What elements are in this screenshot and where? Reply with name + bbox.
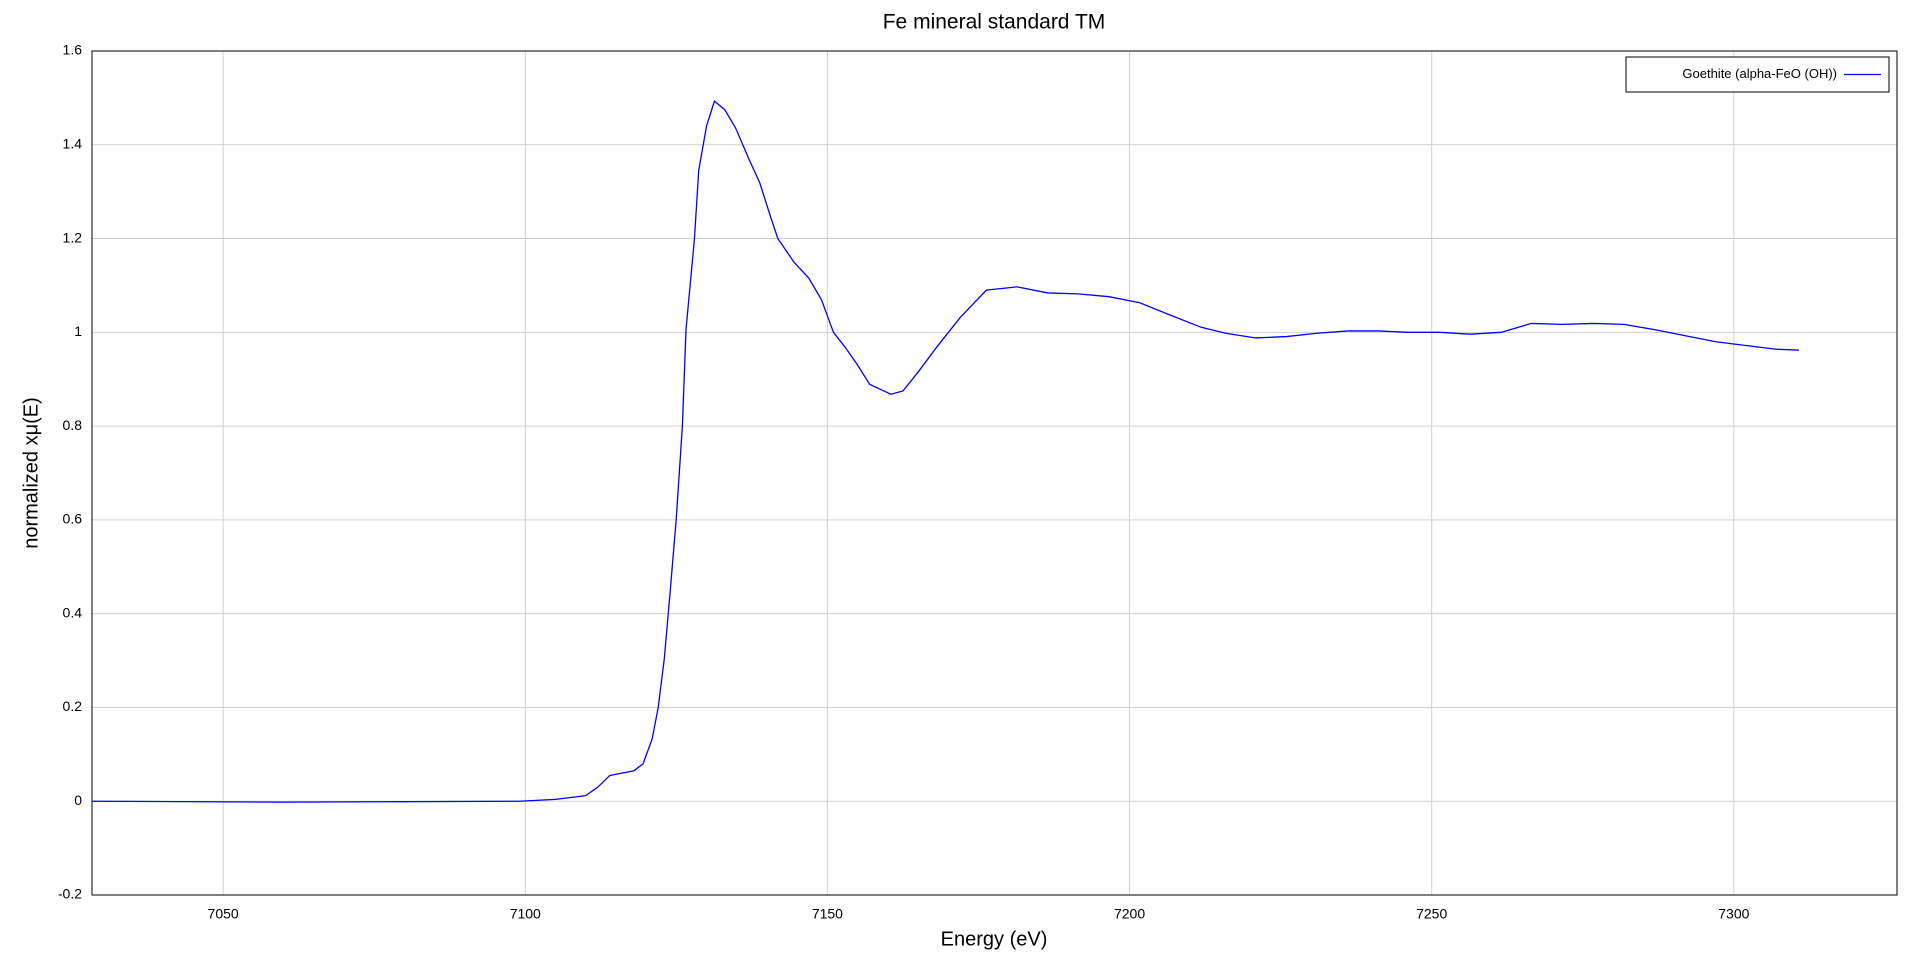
plot-frame xyxy=(91,50,1898,896)
x-tick-label: 7050 xyxy=(208,906,239,922)
y-axis-label: normalized xμ(E) xyxy=(20,397,42,549)
y-tick-label: -0.2 xyxy=(58,886,82,902)
data-line xyxy=(91,100,1800,803)
legend-label: Goethite (alpha-FeO (OH)) xyxy=(1682,66,1837,81)
x-axis-label: Energy (eV) xyxy=(941,928,1048,950)
y-tick-label: 1.2 xyxy=(63,229,83,245)
y-tick-label: 0.8 xyxy=(63,417,83,433)
x-tick-label: 7250 xyxy=(1416,906,1447,922)
x-tick-label: 7200 xyxy=(1114,906,1145,922)
y-tick-label: 1.4 xyxy=(63,135,83,151)
x-tick-label: 7100 xyxy=(510,906,541,922)
x-tick-label: 7150 xyxy=(812,906,843,922)
y-tick-label: 1 xyxy=(74,323,82,339)
y-tick-label: 0.4 xyxy=(63,604,83,620)
y-tick-label: 0 xyxy=(74,792,82,808)
chart-title: Fe mineral standard TM xyxy=(883,11,1106,34)
y-tick-label: 0.6 xyxy=(63,511,83,527)
x-tick-label: 7300 xyxy=(1718,906,1749,922)
y-tick-label: 1.6 xyxy=(63,42,83,58)
y-tick-label: 0.2 xyxy=(63,698,83,714)
